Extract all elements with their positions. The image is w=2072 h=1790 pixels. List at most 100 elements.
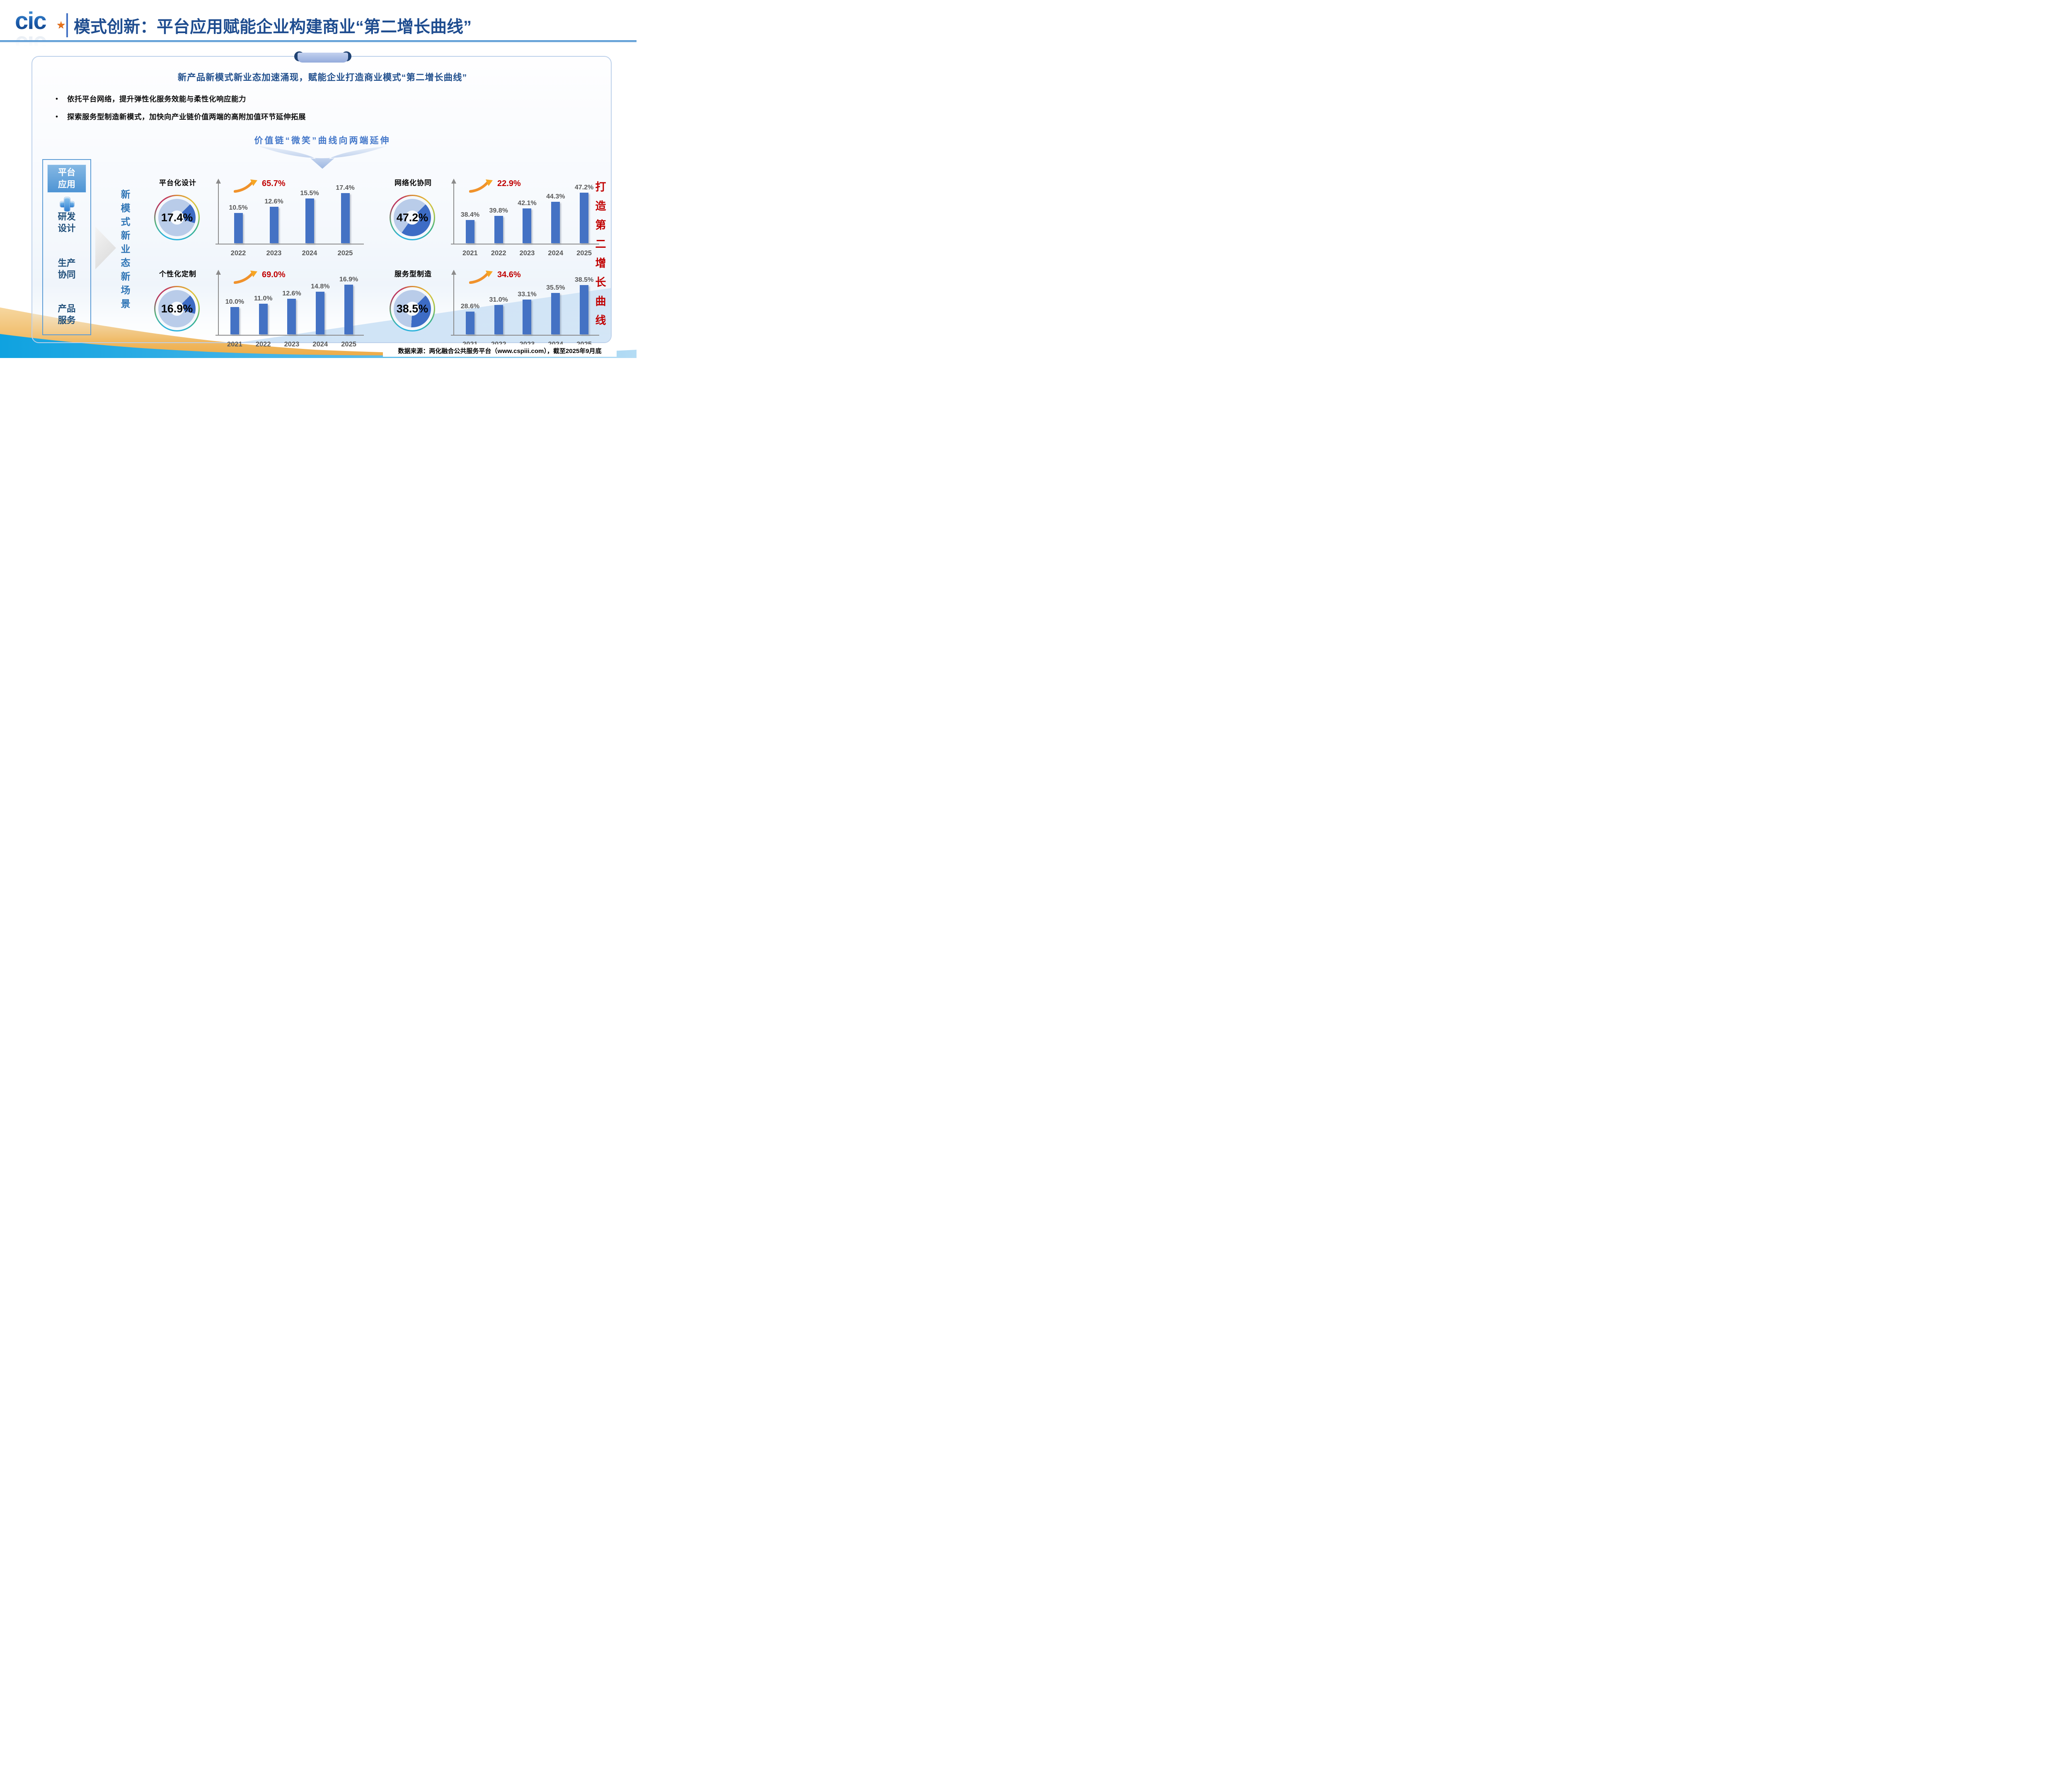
donut-gap-ring: 38.5% — [391, 287, 434, 330]
top-ribbon-tab — [294, 51, 351, 63]
y-axis — [453, 274, 454, 335]
donut-value-label: 16.9% — [161, 302, 193, 315]
bar — [580, 285, 589, 334]
donut-value-label: 17.4% — [161, 211, 193, 224]
orange-wave — [0, 307, 637, 358]
bar — [287, 299, 296, 334]
bar-column: 10.0% 2021 — [220, 270, 249, 349]
header-divider — [66, 13, 68, 37]
header: cic cic ★ 模式创新：平台应用赋能企业构建商业“第二增长曲线” — [0, 0, 637, 58]
data-source-footer: 数据来源：两化融合公共服务平台（www.cspiii.com），截至2025年9… — [383, 344, 617, 357]
year-label: 2024 — [302, 249, 317, 257]
y-axis-arrowhead — [216, 179, 221, 184]
year-label: 2025 — [341, 341, 356, 348]
bar-column: 38.4% 2021 — [456, 179, 484, 258]
slide-page: cic cic ★ 模式创新：平台应用赋能企业构建商业“第二增长曲线” — [0, 0, 637, 358]
chart-group: 网络化协同 47.2% 22.9% 38.4% 2021 39.8% 2022 42.1… — [390, 176, 603, 261]
header-accent-bar — [0, 40, 637, 42]
chart-title: 网络化协同 — [395, 179, 432, 187]
chart-title: 个性化定制 — [159, 270, 196, 278]
donut-hole: 16.9% — [161, 302, 193, 316]
x-axis — [215, 334, 364, 336]
year-label: 2021 — [227, 341, 242, 348]
bullet-item: • 探索服务型制造新模式，加快向产业链价值两端的高附加值环节延伸拓展 — [56, 112, 511, 121]
growth-arrow-icon — [469, 179, 493, 193]
bar-value-label: 11.0% — [254, 295, 273, 302]
sidebar-platform-app-box: 平台 应用 — [47, 164, 86, 193]
star-icon: ★ — [56, 19, 65, 31]
x-axis — [215, 243, 364, 244]
x-axis — [451, 243, 599, 244]
blue-wave — [0, 334, 637, 358]
bar-column: 31.0%2022 — [484, 270, 513, 349]
bar — [259, 304, 268, 334]
y-axis-arrowhead — [216, 270, 221, 275]
donut-value-label: 47.2% — [396, 211, 428, 224]
bar-value-label: 12.6% — [264, 198, 283, 205]
bars-area: 28.6%202131.0%202233.1%202335.5%202438.5… — [456, 270, 598, 349]
donut-chart: 17.4% — [154, 195, 200, 240]
bar-column: 28.6%2021 — [456, 270, 484, 349]
bar-value-label: 12.6% — [282, 290, 301, 297]
bar — [494, 216, 503, 243]
second-growth-curve-vertical-text: 打造第二增长曲线 — [594, 181, 606, 334]
bar-column: 44.3% 2024 — [541, 179, 570, 258]
funnel-arrow-icon — [258, 146, 387, 169]
year-label: 2025 — [576, 249, 592, 257]
year-label: 2025 — [337, 249, 353, 257]
bar-column: 12.6% 2023 — [278, 270, 306, 349]
growth-value: 22.9% — [497, 179, 521, 188]
bar-column: 12.6% 2023 — [256, 179, 292, 258]
donut-value-ring: 16.9% — [158, 290, 196, 327]
chart-title: 平台化设计 — [159, 179, 196, 187]
bar-column: 33.1%2023 — [513, 270, 542, 349]
bar — [234, 213, 243, 243]
year-label: 2024 — [312, 341, 328, 348]
year-label: 2022 — [230, 249, 246, 257]
bars-area: 38.4% 2021 39.8% 2022 42.1% 2023 44.3% 2024 47.2… — [456, 179, 598, 258]
donut-chart: 38.5% — [390, 286, 435, 331]
bar-column: 42.1% 2023 — [513, 179, 542, 258]
y-axis-arrowhead — [451, 270, 456, 275]
bullet-dot: • — [56, 113, 58, 121]
bar-chart: 65.7% 10.5% 2022 12.6% 2023 15.5% 2024 17.4% 20… — [215, 179, 366, 258]
growth-arrow-icon — [234, 271, 257, 284]
bar-value-label: 10.0% — [225, 298, 244, 305]
bar-chart: 69.0% 10.0% 2021 11.0% 2022 12.6% 2023 14.8% 20… — [215, 270, 366, 349]
bar — [551, 202, 560, 243]
logo-text: cic — [15, 9, 69, 33]
value-chain-title: 价值链“微笑”曲线向两端延伸 — [254, 136, 391, 145]
bar-value-label: 15.5% — [300, 190, 319, 197]
bar-value-label: 47.2% — [574, 184, 594, 191]
transition-vertical-text: 新模式新业态新场景 — [119, 189, 130, 312]
bar-column: 39.8% 2022 — [484, 179, 513, 258]
right-arrow-shape — [95, 227, 116, 269]
bars-area: 10.0% 2021 11.0% 2022 12.6% 2023 14.8% 2024 16.9… — [220, 270, 363, 349]
bar-value-label: 31.0% — [489, 296, 508, 303]
donut-value-label: 38.5% — [396, 302, 428, 315]
year-label: 2023 — [519, 249, 535, 257]
year-label: 2023 — [284, 341, 300, 348]
donut-chart: 16.9% — [154, 286, 200, 331]
bar-column: 10.5% 2022 — [220, 179, 256, 258]
chart-group: 服务型制造 38.5% 34.6% 28.6%202131.0%202233.1… — [390, 267, 603, 352]
sidebar-item-product-service: 产品 服务 — [58, 304, 76, 325]
bar — [523, 300, 532, 334]
donut-value-ring: 38.5% — [394, 290, 431, 327]
bar-value-label: 39.8% — [489, 207, 508, 214]
bar-value-label: 10.5% — [229, 204, 248, 211]
bar-value-label: 28.6% — [460, 303, 480, 310]
bar-value-label: 44.3% — [546, 193, 565, 200]
donut-gap-ring: 17.4% — [155, 196, 198, 239]
year-label: 2022 — [255, 341, 271, 348]
year-label: 2023 — [266, 249, 282, 257]
bar — [230, 307, 239, 334]
donut-gap-ring: 16.9% — [155, 287, 198, 330]
bar — [465, 220, 474, 243]
bar-value-label: 42.1% — [518, 200, 537, 207]
donut-chart: 47.2% — [390, 195, 435, 240]
bullet-item: • 依托平台网络，提升弹性化服务效能与柔性化响应能力 — [56, 94, 511, 104]
donut-hole: 17.4% — [161, 210, 193, 225]
bar-chart: 34.6% 28.6%202131.0%202233.1%202335.5%20… — [451, 270, 601, 349]
bar-column: 16.9% 2025 — [334, 270, 363, 349]
